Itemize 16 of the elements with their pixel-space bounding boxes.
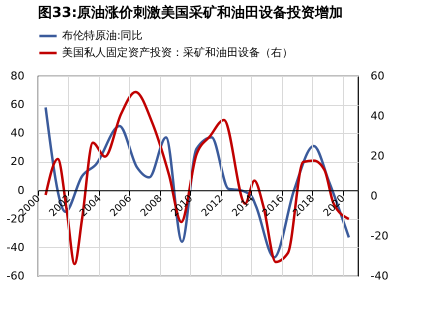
y2-tick-label: -40 [370,270,388,282]
y2-tick-label: 40 [370,110,384,122]
y2-tick-label: -20 [370,230,388,242]
y-tick-label: 80 [10,70,24,82]
legend-label: 布伦特原油:同比 [62,29,143,42]
y-tick-label: 40 [10,126,24,140]
chart-title: 图33:原油涨价刺激美国采矿和油田设备投资增加 [38,4,344,21]
y2-tick-label: 20 [370,150,384,162]
legend-label: 美国私人固定资产投资：采矿和油田设备（右） [62,46,293,59]
y-tick-label: -60 [6,270,24,282]
y2-tick-label: 0 [370,190,378,202]
y-tick-label: 20 [10,155,24,168]
y-tick-label: 0 [18,184,24,197]
y-tick-label: -40 [6,240,24,254]
y-tick-label: 60 [10,98,24,112]
y2-tick-label: 60 [370,70,384,82]
